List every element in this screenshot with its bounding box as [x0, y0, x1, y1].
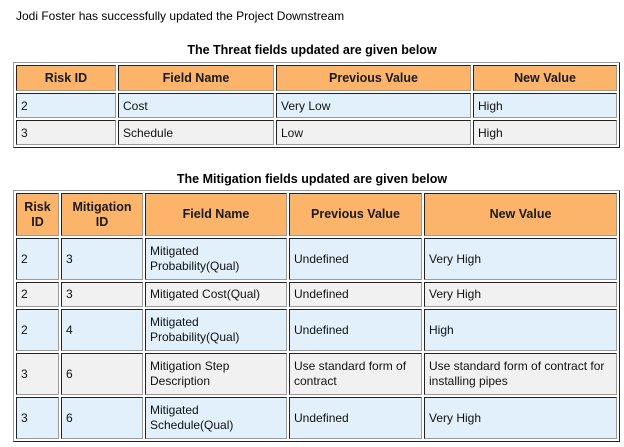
mitigation-id-cell: 6	[61, 353, 143, 395]
risk-id-cell: 3	[16, 353, 59, 395]
previous-value-cell: Low	[276, 120, 471, 145]
new-value-cell: High	[424, 309, 617, 351]
mitigation-id-cell: 3	[61, 282, 143, 307]
threat-table-caption: The Threat fields updated are given belo…	[187, 43, 437, 57]
mitigation-table-caption: The Mitigation fields updated are given …	[176, 172, 448, 186]
table-row: 3 6 Mitigation Step Description Use stan…	[16, 353, 617, 395]
new-value-cell: Very High	[424, 282, 617, 307]
column-header-new-value: New Value	[473, 65, 617, 91]
risk-id-cell: 2	[16, 282, 59, 307]
column-header-new-value: New Value	[424, 193, 617, 236]
field-name-cell: Mitigated Probability(Qual)	[145, 309, 287, 351]
mitigation-id-cell: 4	[61, 309, 143, 351]
field-name-cell: Mitigation Step Description	[145, 353, 287, 395]
risk-id-cell: 2	[16, 93, 116, 118]
mitigation-id-cell: 3	[61, 238, 143, 280]
table-row: 3 Schedule Low High	[16, 120, 617, 145]
table-header-row: Risk ID Field Name Previous Value New Va…	[16, 65, 617, 91]
table-row: 2 3 Mitigated Probability(Qual) Undefine…	[16, 238, 617, 280]
mitigation-id-cell: 6	[61, 397, 143, 439]
field-name-cell: Mitigated Schedule(Qual)	[145, 397, 287, 439]
previous-value-cell: Undefined	[289, 282, 422, 307]
column-header-field-name: Field Name	[145, 193, 287, 236]
column-header-previous-value: Previous Value	[276, 65, 471, 91]
previous-value-cell: Very Low	[276, 93, 471, 118]
new-value-cell: High	[473, 120, 617, 145]
table-row: 3 6 Mitigated Schedule(Qual) Undefined V…	[16, 397, 617, 439]
new-value-cell: Use standard form of contract for instal…	[424, 353, 617, 395]
new-value-cell: Very High	[424, 397, 617, 439]
table-header-row: Risk ID Mitigation ID Field Name Previou…	[16, 193, 617, 236]
table-row: 2 3 Mitigated Cost(Qual) Undefined Very …	[16, 282, 617, 307]
risk-id-cell: 3	[16, 120, 116, 145]
previous-value-cell: Undefined	[289, 397, 422, 439]
threat-fields-table: Risk ID Field Name Previous Value New Va…	[13, 62, 620, 148]
new-value-cell: High	[473, 93, 617, 118]
column-header-mitigation-id: Mitigation ID	[61, 193, 143, 236]
previous-value-cell: Use standard form of contract	[289, 353, 422, 395]
column-header-risk-id: Risk ID	[16, 193, 59, 236]
column-header-risk-id: Risk ID	[16, 65, 116, 91]
column-header-field-name: Field Name	[118, 65, 274, 91]
column-header-previous-value: Previous Value	[289, 193, 422, 236]
table-row: 2 Cost Very Low High	[16, 93, 617, 118]
risk-id-cell: 3	[16, 397, 59, 439]
table-row: 2 4 Mitigated Probability(Qual) Undefine…	[16, 309, 617, 351]
risk-id-cell: 2	[16, 309, 59, 351]
new-value-cell: Very High	[424, 238, 617, 280]
field-name-cell: Cost	[118, 93, 274, 118]
previous-value-cell: Undefined	[289, 238, 422, 280]
field-name-cell: Schedule	[118, 120, 274, 145]
field-name-cell: Mitigated Probability(Qual)	[145, 238, 287, 280]
previous-value-cell: Undefined	[289, 309, 422, 351]
mitigation-fields-table: Risk ID Mitigation ID Field Name Previou…	[13, 190, 620, 442]
risk-id-cell: 2	[16, 238, 59, 280]
success-message: Jodi Foster has successfully updated the…	[16, 9, 345, 23]
field-name-cell: Mitigated Cost(Qual)	[145, 282, 287, 307]
